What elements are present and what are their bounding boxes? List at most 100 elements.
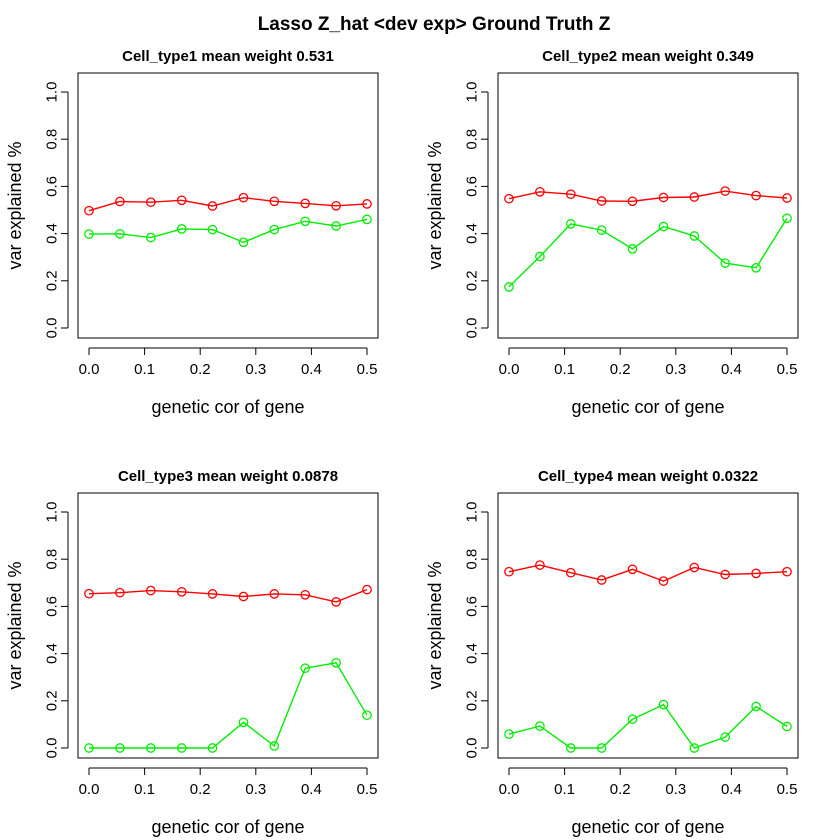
data-point [331,597,341,607]
data-point [535,560,545,570]
panel-title: Cell_type1 mean weight 0.531 [122,48,334,65]
y-axis-label: var explained % [425,561,445,689]
data-point [658,221,669,232]
data-point [331,221,341,231]
y-tick-label: 0.6 [464,596,481,617]
data-point [145,232,156,243]
data-point [751,568,761,579]
x-axis: 0.0 0.1 0.2 0.3 0.4 0.5 genetic cor of gene [79,767,377,837]
series-line [508,190,788,203]
x-axis-label: genetic cor of gene [571,817,724,837]
y-tick-label: 0.4 [44,223,61,244]
data-point [720,186,731,196]
data-point [782,566,792,577]
y-axis: 0.0 0.2 0.4 0.6 0.8 1.0 var explained % [5,502,69,759]
data-point [565,743,576,753]
y-tick-label: 0.8 [44,549,61,570]
data-point [596,196,607,206]
data-point [207,589,218,599]
y-tick-label: 0.6 [44,176,61,197]
data-point [627,244,638,254]
y-axis: 0.0 0.2 0.4 0.6 0.8 1.0 var explained % [425,502,489,759]
y-tick-label: 0.0 [464,738,481,759]
figure-title: Lasso Z_hat <dev exp> Ground Truth Z [258,14,611,35]
data-point [300,216,311,227]
y-tick-label: 0.0 [464,318,481,339]
data-point [331,200,341,211]
y-axis-label: var explained % [5,561,25,689]
x-tick-label: 0.4 [301,361,322,378]
x-tick-label: 0.5 [777,781,798,798]
x-tick-label: 0.0 [499,781,520,798]
y-tick-label: 0.6 [44,596,61,617]
data-point [782,193,792,203]
data-point [238,237,249,248]
data-point [362,584,372,595]
series-line [89,662,368,749]
chart-panel-3: Cell_type3 mean weight 0.0878 0.0 0.1 0.2 0.… [5,468,379,837]
data-point [751,262,761,273]
data-point [300,589,311,600]
data-point [535,721,545,731]
x-tick-label: 0.5 [777,361,798,378]
x-tick-label: 0.4 [721,781,742,798]
y-tick-label: 0.4 [464,223,481,244]
x-tick-label: 0.3 [665,781,686,798]
x-tick-label: 0.2 [190,361,211,378]
y-tick-label: 0.0 [44,318,61,339]
data-point [331,657,341,668]
data-point [627,196,638,207]
data-point [176,195,187,206]
x-tick-label: 0.3 [245,781,266,798]
data-point [658,699,669,710]
data-point [207,224,218,235]
data-point [565,567,576,578]
data-point [689,192,700,202]
y-tick-label: 0.8 [464,129,481,150]
plot-frame [77,72,379,339]
data-point [176,224,187,234]
y-tick-label: 0.4 [464,643,481,664]
data-point [689,562,700,573]
data-point [627,564,638,575]
y-tick-label: 0.8 [44,129,61,150]
x-axis: 0.0 0.1 0.2 0.3 0.4 0.5 genetic cor of gene [499,767,798,837]
data-point [658,576,669,586]
data-point [115,196,125,207]
series-line [508,217,788,288]
x-axis: 0.0 0.1 0.2 0.3 0.4 0.5 genetic cor of gene [499,347,798,417]
chart-grid: Cell_type1 mean weight 0.531 0.0 0.1 0.2 0.3… [5,48,799,837]
chart-panel-1: Cell_type1 mean weight 0.531 0.0 0.1 0.2 0.3… [5,48,379,417]
y-tick-label: 1.0 [44,502,61,523]
data-point [782,721,792,732]
data-point [535,251,545,262]
y-axis: 0.0 0.2 0.4 0.6 0.8 1.0 var explained % [425,82,489,339]
y-tick-label: 0.0 [44,738,61,759]
data-point [176,586,187,597]
data-point [238,591,249,602]
series-1 [84,584,372,607]
plot-frame [77,492,379,759]
data-point [269,589,280,599]
series-line [88,196,368,212]
data-point [751,190,761,201]
data-point [115,743,125,753]
x-tick-label: 0.0 [79,361,100,378]
series-line [508,564,788,582]
data-point [362,214,372,225]
chart-panel-2: Cell_type2 mean weight 0.349 0.0 0.1 0.2 0.3… [425,48,799,417]
data-point [269,224,280,235]
data-point [269,196,280,207]
x-tick-label: 0.5 [357,361,378,378]
data-point [689,231,700,241]
series-2 [84,214,372,248]
x-axis-label: genetic cor of gene [151,397,304,417]
data-point [720,569,731,580]
series-2 [504,213,792,292]
x-tick-label: 0.3 [245,361,266,378]
panel-title: Cell_type3 mean weight 0.0878 [118,468,338,485]
data-point [207,201,218,211]
y-tick-label: 0.2 [464,690,481,711]
data-point [84,205,94,216]
